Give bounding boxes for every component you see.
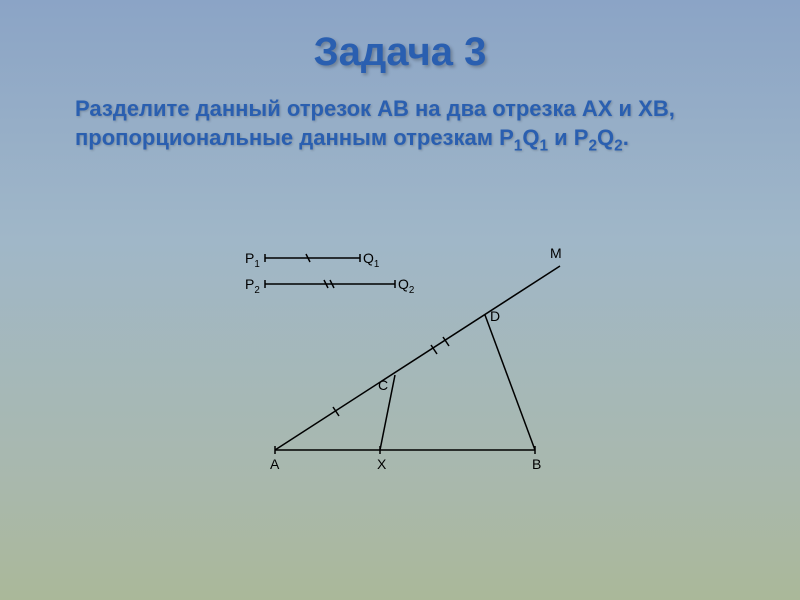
segment-db — [485, 315, 535, 450]
label-b: B — [532, 456, 541, 472]
label-q2: Q2 — [398, 276, 414, 296]
label-a: A — [270, 456, 279, 472]
label-d: D — [490, 308, 500, 324]
label-x: X — [377, 456, 386, 472]
label-p2: P2 — [245, 276, 260, 296]
slide: Задача 3 Разделите данный отрезок АВ на … — [0, 0, 800, 600]
label-c: C — [378, 377, 388, 393]
label-m: M — [550, 245, 562, 261]
geometry-diagram: P1 Q1 P2 Q2 M D C A X B — [250, 250, 610, 470]
task-text: Разделите данный отрезок АВ на два отрез… — [0, 75, 800, 156]
main-figure — [275, 266, 560, 454]
label-p1: P1 — [245, 250, 260, 270]
label-q1: Q1 — [363, 250, 379, 270]
ray-am — [275, 266, 560, 450]
diagram-svg — [250, 250, 610, 470]
slide-title: Задача 3 — [0, 0, 800, 75]
